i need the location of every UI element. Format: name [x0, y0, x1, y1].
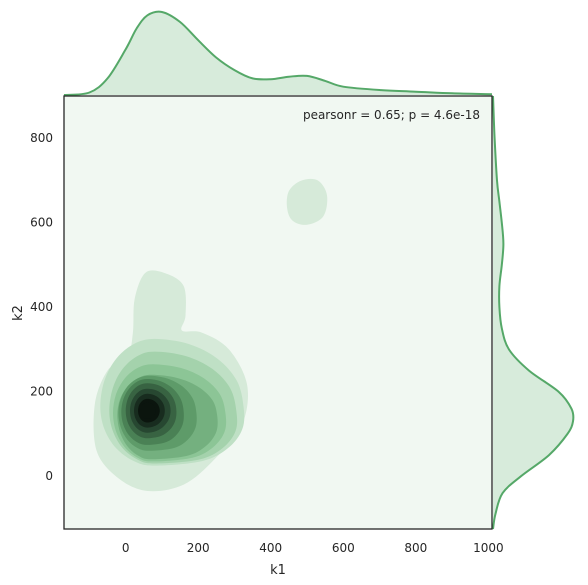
- pearson-annotation: pearsonr = 0.65; p = 4.6e-18: [303, 108, 480, 122]
- contour-secondary-island: [286, 178, 328, 225]
- marginal-right-density: [492, 95, 575, 530]
- x-axis-ticks: 0 200 400 600 800 1000: [122, 541, 504, 555]
- marginal-y-line: [492, 95, 575, 530]
- y-tick-label: 400: [30, 300, 53, 314]
- y-axis-ticks: 0 200 400 600 800: [30, 131, 53, 483]
- marginal-y-fill: [493, 96, 574, 529]
- y-tick-label: 0: [45, 469, 53, 483]
- x-tick-label: 800: [404, 541, 427, 555]
- marginal-x-fill: [64, 11, 492, 95]
- x-tick-label: 0: [122, 541, 130, 555]
- x-tick-label: 600: [332, 541, 355, 555]
- y-tick-label: 200: [30, 385, 53, 399]
- joint-plot-frame: [63, 95, 493, 530]
- y-tick-label: 800: [30, 131, 53, 145]
- y-axis-label: k2: [11, 305, 26, 321]
- joint-density-contours: [93, 178, 328, 492]
- x-tick-label: 200: [187, 541, 210, 555]
- x-tick-label: 400: [259, 541, 282, 555]
- y-tick-label: 600: [30, 216, 53, 230]
- x-axis-label: k1: [270, 563, 286, 578]
- marginal-x-line: [63, 10, 493, 96]
- contour-peak: [139, 402, 156, 419]
- x-tick-label: 1000: [473, 541, 504, 555]
- marginal-top-density: [63, 10, 493, 96]
